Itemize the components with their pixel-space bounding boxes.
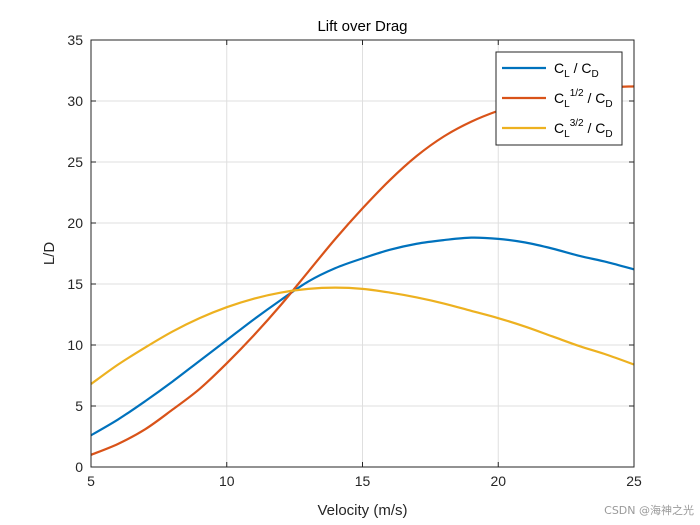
legend-entry: CL3/2 / CD <box>554 118 613 140</box>
x-tick-label: 25 <box>626 473 642 489</box>
y-tick-label: 0 <box>75 459 83 475</box>
x-axis-label: Velocity (m/s) <box>317 502 407 519</box>
y-tick-label: 15 <box>67 276 83 292</box>
y-tick-label: 5 <box>75 398 83 414</box>
y-tick-label: 30 <box>67 93 83 109</box>
legend: CL / CD CL1/2 / CD CL3/2 / CD <box>495 51 623 146</box>
y-tick-label: 20 <box>67 215 83 231</box>
x-tick-label: 15 <box>355 473 371 489</box>
x-tick-label: 5 <box>87 473 95 489</box>
x-tick-label: 10 <box>219 473 235 489</box>
y-axis-label: L/D <box>41 242 58 266</box>
watermark: CSDN @海神之光 <box>604 503 694 517</box>
series-cl-threehalf-over-cd-line <box>90 286 635 385</box>
legend-entry: CL / CD <box>554 60 599 80</box>
series-cl-over-cd-line <box>90 236 635 437</box>
chart-title: Lift over Drag <box>317 18 407 35</box>
x-tick-label: 20 <box>490 473 506 489</box>
legend-entry: CL1/2 / CD <box>554 88 613 110</box>
y-tick-label: 10 <box>67 337 83 353</box>
y-tick-label: 35 <box>67 32 83 48</box>
y-tick-label: 25 <box>67 154 83 170</box>
